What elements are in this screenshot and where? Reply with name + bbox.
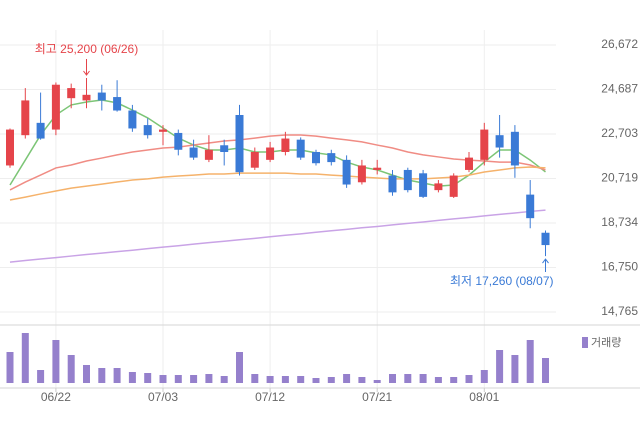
volume-bar: [434, 377, 442, 383]
candle-body: [388, 175, 397, 193]
volume-bar: [21, 333, 29, 383]
y-tick-label: 24,687: [601, 82, 638, 96]
x-tick-label: 07/12: [255, 390, 285, 404]
candle-body: [36, 122, 45, 139]
x-tick-label: 07/03: [148, 390, 178, 404]
volume-bar: [236, 352, 243, 383]
volume-bar: [220, 376, 228, 383]
candle-body: [296, 139, 305, 158]
candle-body: [495, 135, 504, 148]
high-arrowhead: [83, 70, 90, 76]
volume-bar: [312, 378, 320, 383]
candle-body: [327, 153, 336, 163]
y-tick-label: 14,765: [601, 304, 638, 318]
candle-body: [449, 175, 458, 197]
candle-body: [510, 131, 519, 166]
volume-bar: [327, 377, 335, 383]
candle-body: [419, 173, 428, 197]
candle-body: [67, 88, 76, 99]
volume-bar: [542, 358, 549, 383]
volume-bar: [389, 374, 396, 383]
candle-body: [189, 147, 198, 158]
volume-bar: [52, 340, 60, 383]
volume-bar: [144, 373, 152, 383]
candle-body: [143, 125, 152, 136]
volume-bar: [128, 372, 136, 383]
candle-body: [526, 194, 535, 219]
moving-average: [9, 209, 546, 263]
y-tick-label: 26,672: [601, 37, 638, 51]
low-annotation: 최저 17,260 (08/07): [450, 274, 553, 288]
candle-body: [403, 169, 412, 191]
volume-bar: [98, 368, 106, 383]
candle-body: [465, 157, 473, 170]
x-tick-label: 08/01: [469, 390, 499, 404]
candle-body: [6, 129, 14, 166]
y-tick-label: 18,734: [601, 215, 638, 229]
volume-bar: [343, 374, 351, 383]
volume-bar: [480, 370, 488, 383]
volume-bar: [358, 377, 366, 383]
volume-bar: [159, 375, 167, 383]
volume-bar: [190, 375, 198, 383]
volume-bar: [404, 374, 412, 383]
legend-swatch: [582, 337, 588, 348]
candle-body: [373, 167, 382, 170]
volume-bar: [83, 365, 90, 383]
volume-bar: [281, 376, 289, 383]
candle-body: [480, 129, 489, 160]
y-tick-label: 20,719: [601, 171, 638, 185]
volume-bar: [266, 376, 274, 383]
volume-bar: [297, 376, 305, 383]
candle-body: [113, 97, 122, 111]
high-annotation: 최고 25,200 (06/26): [35, 42, 138, 56]
volume-bar: [450, 377, 458, 383]
volume-bar: [174, 375, 182, 383]
x-tick-label: 06/22: [41, 390, 71, 404]
volume-bar: [419, 374, 427, 383]
moving-average: [9, 134, 546, 191]
volume-bar: [251, 374, 259, 383]
candle-body: [220, 145, 229, 153]
candle-body: [82, 94, 91, 101]
candle-body: [250, 152, 259, 168]
volume-bar: [496, 350, 504, 383]
volume-bar: [113, 368, 121, 383]
y-tick-label: 16,750: [601, 260, 638, 274]
candle-body: [235, 114, 244, 173]
moving-average: [9, 166, 546, 201]
volume-bar: [6, 352, 14, 383]
volume-bar: [205, 374, 213, 383]
candle-body: [434, 183, 443, 191]
candle-body: [312, 152, 320, 164]
candle-body: [342, 159, 351, 185]
volume-bar: [67, 355, 75, 383]
volume-bar: [511, 355, 519, 383]
x-tick-label: 07/21: [362, 390, 392, 404]
low-arrowhead: [542, 258, 549, 264]
y-tick-label: 22,703: [601, 126, 638, 140]
candle-body: [128, 110, 137, 129]
volume-bar: [465, 375, 473, 383]
candle-body: [266, 147, 275, 160]
candle-body: [541, 232, 550, 246]
volume-bar: [526, 340, 534, 383]
candle-body: [21, 100, 30, 136]
candle-body: [51, 84, 60, 130]
legend-label: 거래량: [591, 336, 621, 349]
candle-body: [204, 149, 213, 160]
candle-body: [174, 132, 183, 150]
candle-body: [97, 92, 106, 101]
candle-body: [357, 165, 366, 183]
candle-body: [159, 129, 167, 132]
volume-bar: [373, 380, 381, 383]
candle-body: [281, 138, 290, 153]
volume-bar: [37, 370, 45, 383]
